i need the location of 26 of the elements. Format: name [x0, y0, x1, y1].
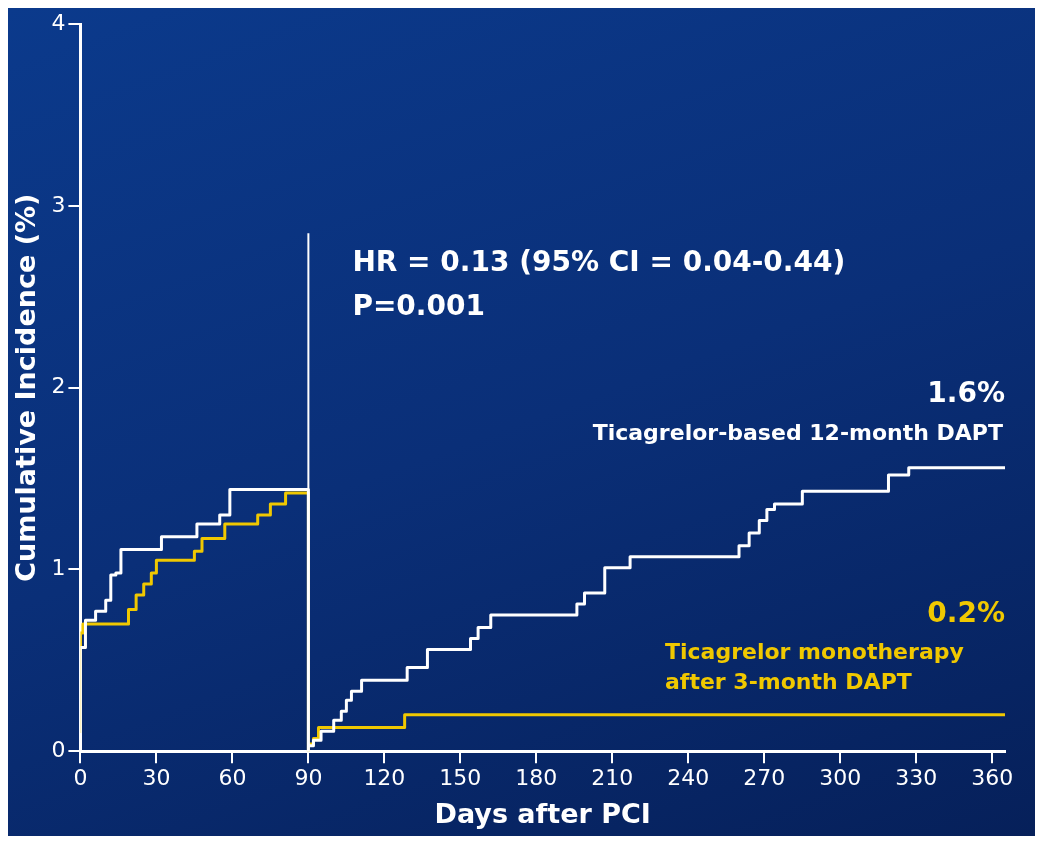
annotation: 1.6%	[927, 375, 1005, 409]
x-tick-label: 330	[895, 765, 938, 791]
x-tick-label: 240	[667, 765, 710, 791]
y-tick-label: 0	[51, 736, 66, 762]
y-tick-label: 1	[51, 555, 66, 581]
y-tick-label: 4	[51, 9, 66, 35]
x-tick-label: 270	[743, 765, 786, 791]
x-tick-label: 30	[142, 765, 171, 791]
x-tick-label: 90	[294, 765, 323, 791]
x-tick-label: 150	[439, 765, 482, 791]
annotation: HR = 0.13 (95% CI = 0.04-0.44)	[352, 245, 846, 279]
annotation: P=0.001	[352, 289, 485, 323]
series-label: Ticagrelor monotherapy after 3-month DAPT	[665, 638, 964, 694]
x-tick-label: 360	[971, 765, 1014, 791]
x-tick-label: 120	[363, 765, 406, 791]
y-axis-title: Cumulative Incidence (%)	[10, 193, 42, 582]
y-tick-label: 2	[51, 373, 66, 399]
x-tick-label: 60	[218, 765, 247, 791]
series-label: Ticagrelor-based 12-month DAPT	[592, 420, 1003, 446]
x-tick-label: 0	[73, 765, 88, 791]
annotation: 0.2%	[927, 596, 1005, 630]
y-tick-label: 3	[51, 191, 66, 217]
x-tick-label: 210	[591, 765, 634, 791]
x-tick-label: 300	[819, 765, 862, 791]
x-axis-title: Days after PCI	[434, 797, 651, 829]
x-tick-label: 180	[515, 765, 558, 791]
